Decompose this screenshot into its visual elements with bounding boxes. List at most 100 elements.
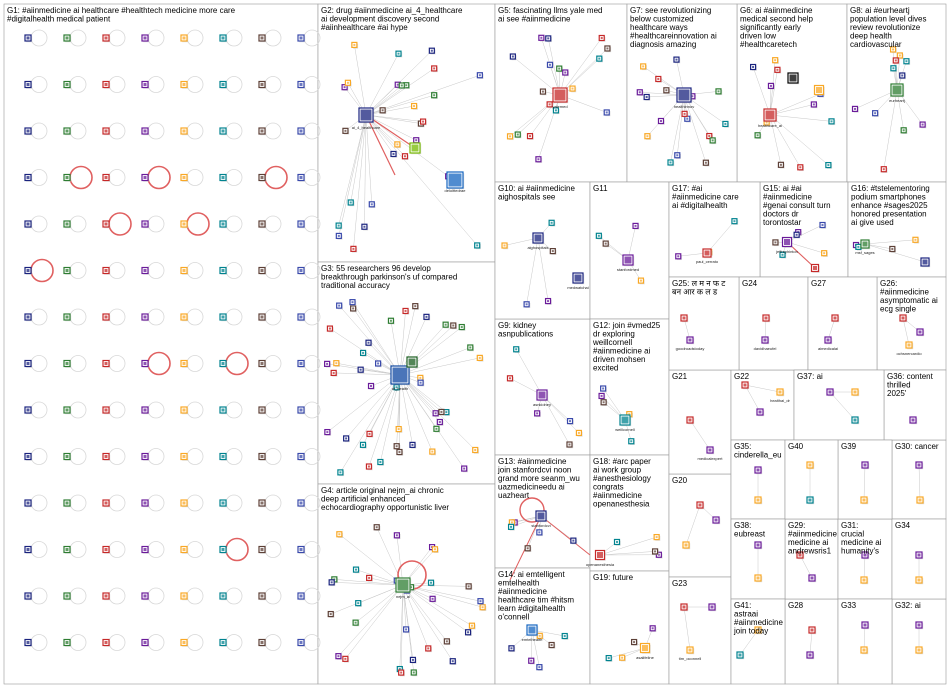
g7-node[interactable] <box>640 63 647 71</box>
g1-node[interactable] <box>219 266 228 275</box>
g2-deloitte-node[interactable] <box>446 171 465 190</box>
g3-hub-node[interactable] <box>390 365 411 386</box>
g2-node[interactable] <box>401 153 409 160</box>
g1-node[interactable] <box>219 220 228 229</box>
g3-node[interactable] <box>432 410 440 417</box>
g25-node[interactable] <box>686 336 695 345</box>
g1-node[interactable] <box>24 545 33 554</box>
g1-node[interactable] <box>102 313 111 322</box>
g1-node[interactable] <box>141 452 150 461</box>
g3-node[interactable] <box>367 382 375 390</box>
g15-hub-node[interactable] <box>781 236 793 248</box>
g1-node[interactable] <box>258 220 267 229</box>
g3-node[interactable] <box>442 321 450 329</box>
g1-node[interactable] <box>141 406 150 415</box>
g18-node[interactable] <box>653 533 661 541</box>
g41-node[interactable] <box>736 651 745 660</box>
g1-node[interactable] <box>258 266 267 275</box>
g12-node[interactable] <box>598 392 606 400</box>
g1-node[interactable] <box>258 499 267 508</box>
g1-node[interactable] <box>24 220 33 229</box>
g7-node[interactable] <box>706 132 713 140</box>
g1-node[interactable] <box>258 173 267 182</box>
g19-node[interactable] <box>605 654 613 662</box>
g1-node[interactable] <box>297 545 306 554</box>
g3-node[interactable] <box>409 441 417 449</box>
g8-node[interactable] <box>889 46 897 54</box>
g7-node[interactable] <box>643 93 651 101</box>
g4-node[interactable] <box>335 653 343 660</box>
g5-node[interactable] <box>506 133 514 141</box>
g3-node[interactable] <box>333 360 341 367</box>
g10-node[interactable] <box>544 297 552 305</box>
g22-node[interactable] <box>741 381 750 390</box>
g12-node[interactable] <box>600 385 607 393</box>
g1-node[interactable] <box>258 34 267 43</box>
g4-node[interactable] <box>443 638 451 646</box>
g1-node[interactable] <box>258 452 267 461</box>
g18-hub-node[interactable] <box>594 549 606 561</box>
g1-node[interactable] <box>102 359 111 368</box>
g1-node[interactable] <box>258 80 267 89</box>
g7-node[interactable] <box>655 75 663 83</box>
g5-node[interactable] <box>562 69 569 77</box>
g1-node[interactable] <box>24 80 33 89</box>
g1-node[interactable] <box>141 313 150 322</box>
g7-node[interactable] <box>644 133 652 140</box>
g7-node[interactable] <box>681 110 689 118</box>
g5-node[interactable] <box>538 34 546 42</box>
g4-node[interactable] <box>327 610 335 618</box>
g1-node[interactable] <box>180 499 189 508</box>
g15-node[interactable] <box>819 221 827 229</box>
g2-node[interactable] <box>335 222 343 230</box>
g3-node[interactable] <box>326 325 334 333</box>
g26-node[interactable] <box>899 314 908 323</box>
g1-node[interactable] <box>24 359 33 368</box>
g5-node[interactable] <box>556 65 563 73</box>
g9-hub-node[interactable] <box>536 389 549 402</box>
g1-node[interactable] <box>141 173 150 182</box>
g6-hub-node[interactable] <box>763 108 778 123</box>
g3-node[interactable] <box>438 408 446 416</box>
g1-node[interactable] <box>297 173 306 182</box>
g1-node[interactable] <box>180 545 189 554</box>
g1-node[interactable] <box>24 452 33 461</box>
g1-node[interactable] <box>63 266 72 275</box>
g41-node[interactable] <box>754 626 763 635</box>
g14-node[interactable] <box>548 641 556 649</box>
g3-node[interactable] <box>330 369 338 377</box>
g27-node[interactable] <box>824 336 833 345</box>
g4-node[interactable] <box>352 566 360 574</box>
g13-hub-node[interactable] <box>535 510 548 523</box>
g32-node[interactable] <box>915 646 924 655</box>
g2-node[interactable] <box>361 223 369 231</box>
g1-node[interactable] <box>24 127 33 136</box>
g1-node[interactable] <box>102 220 111 229</box>
g1-node[interactable] <box>258 545 267 554</box>
g5-node[interactable] <box>535 156 543 163</box>
g8-node[interactable] <box>899 72 906 80</box>
g3-secondary-node[interactable] <box>406 356 419 369</box>
g14-hub-node[interactable] <box>526 624 539 637</box>
g1-node[interactable] <box>297 80 306 89</box>
g3-node[interactable] <box>402 307 410 315</box>
g2-node[interactable] <box>379 107 387 115</box>
g3-node[interactable] <box>359 441 367 449</box>
g4-node[interactable] <box>403 626 410 634</box>
g4-node[interactable] <box>352 619 360 627</box>
g1-node[interactable] <box>180 34 189 43</box>
g14-node[interactable] <box>528 657 535 665</box>
g1-node[interactable] <box>102 638 111 647</box>
g11-node[interactable] <box>595 232 603 240</box>
g3-node[interactable] <box>461 465 468 473</box>
g2-node[interactable] <box>419 118 427 126</box>
g2-node[interactable] <box>347 199 355 207</box>
g10-node[interactable] <box>501 242 509 250</box>
g7-node[interactable] <box>663 87 671 94</box>
g6-node[interactable] <box>787 72 800 85</box>
g3-node[interactable] <box>396 448 404 456</box>
g1-node[interactable] <box>219 127 228 136</box>
g15-node[interactable] <box>793 231 801 239</box>
g2-node[interactable] <box>410 102 418 110</box>
g12-node[interactable] <box>600 399 608 406</box>
